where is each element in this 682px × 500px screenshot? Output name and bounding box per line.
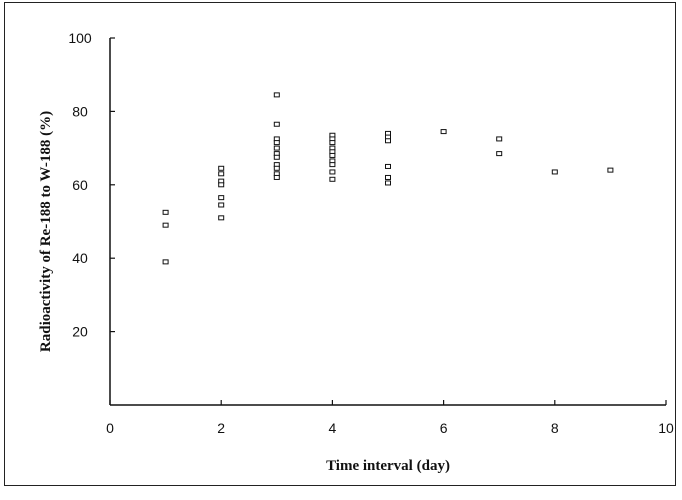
x-tick-label: 10: [658, 420, 674, 436]
data-point: [218, 202, 225, 208]
data-point: [385, 138, 391, 144]
data-point: [273, 92, 280, 98]
x-ticks: 0 2 4 6 8 10: [106, 400, 674, 436]
data-point: [273, 165, 280, 171]
data-point: [385, 174, 391, 180]
data-point: [329, 176, 336, 182]
data-point: [273, 121, 280, 127]
data-point: [329, 140, 336, 146]
y-tick-label: 100: [68, 30, 92, 46]
x-axis-title: Time interval (day): [326, 458, 450, 474]
data-point: [440, 129, 447, 135]
data-point: [551, 169, 558, 175]
data-point: [496, 136, 503, 142]
data-point: [162, 209, 169, 215]
data-point: [218, 165, 225, 171]
data-point: [385, 180, 391, 186]
x-tick-label: 8: [551, 420, 559, 436]
data-point: [273, 145, 280, 151]
data-point: [496, 151, 503, 157]
data-point: [273, 140, 280, 146]
axes: [109, 38, 666, 406]
data-point: [329, 169, 336, 175]
data-point: [273, 154, 280, 160]
data-point: [162, 259, 169, 265]
data-points: [162, 92, 614, 265]
data-point: [162, 222, 169, 228]
x-tick-label: 0: [106, 420, 114, 436]
x-tick-label: 4: [329, 420, 337, 436]
y-ticks: 20 40 60 80 100: [68, 30, 115, 340]
y-tick-label: 40: [72, 250, 88, 266]
y-tick-label: 20: [72, 324, 88, 340]
data-point: [273, 174, 280, 180]
y-tick-label: 80: [72, 103, 88, 119]
y-axis-title: Radioactivity of Re-188 to W-188 (%): [38, 111, 54, 352]
data-point: [329, 152, 336, 158]
data-point: [218, 171, 225, 177]
x-tick-label: 6: [440, 420, 448, 436]
x-tick-label: 2: [217, 420, 225, 436]
y-tick-label: 60: [72, 177, 88, 193]
data-point: [329, 162, 336, 168]
data-point: [385, 163, 391, 169]
data-point: [218, 215, 225, 221]
data-point: [218, 195, 225, 201]
data-point: [218, 182, 225, 188]
data-point: [607, 167, 614, 173]
